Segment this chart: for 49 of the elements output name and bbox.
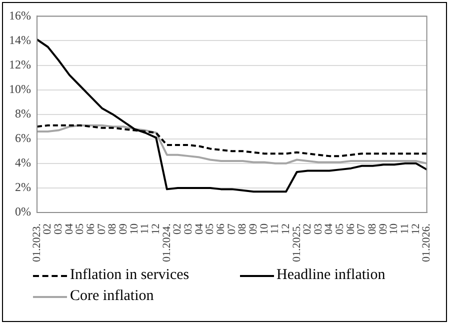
x-tick-label: 12 (280, 224, 292, 234)
x-tick-label: 01.2023. (30, 223, 43, 262)
x-tick-label: 12 (150, 224, 162, 234)
x-tick-label: 11 (139, 224, 152, 234)
x-tick-label: 02 (172, 224, 184, 234)
x-tick-label: 04 (63, 223, 76, 234)
x-tick-label: 03 (52, 223, 65, 234)
x-tick-label: 01.2024. (160, 223, 173, 262)
legend-label: Core inflation (70, 288, 154, 305)
x-tick-label: 09 (118, 223, 130, 234)
y-tick-label: 12% (8, 57, 31, 72)
x-tick-label: 06 (85, 223, 98, 234)
y-tick-label: 14% (8, 32, 31, 47)
y-tick-label: 0% (14, 204, 31, 219)
x-tick-label: 06 (344, 223, 357, 234)
x-tick-label: 11 (269, 224, 282, 234)
x-tick-label: 05 (74, 223, 86, 234)
y-tick-label: 16% (8, 8, 31, 22)
x-tick-label: 08 (236, 223, 249, 234)
x-tick-label: 04 (193, 223, 206, 234)
x-tick-label: 04 (323, 223, 336, 234)
legend-label: Inflation in services (70, 267, 190, 284)
y-tick-label: 8% (14, 106, 31, 121)
x-tick-label: 12 (410, 224, 422, 234)
x-tick-label: 03 (312, 223, 324, 234)
x-tick-label: 07 (226, 223, 238, 234)
x-tick-label: 07 (356, 223, 368, 234)
legend-label: Headline inflation (276, 267, 386, 284)
x-tick-label: 03 (182, 223, 194, 234)
x-tick-label: 10 (128, 223, 140, 234)
y-tick-label: 4% (14, 156, 31, 170)
x-tick-label: 02 (302, 224, 314, 234)
x-tick-label: 08 (366, 223, 379, 234)
y-tick-label: 2% (14, 180, 31, 194)
x-tick-label: 09 (377, 223, 390, 234)
x-tick-label: 06 (214, 223, 227, 234)
x-tick-label: 10 (258, 223, 270, 234)
x-tick-label: 05 (334, 223, 346, 234)
y-tick-label: 6% (14, 131, 31, 146)
x-tick-label: 08 (106, 223, 119, 234)
x-tick-label: 01.2025. (290, 223, 303, 262)
x-tick-label: 09 (247, 223, 260, 234)
x-tick-label: 02 (42, 224, 54, 234)
x-tick-label: 07 (96, 223, 108, 234)
x-tick-label: 11 (399, 224, 412, 234)
y-tick-label: 10% (8, 82, 31, 96)
x-tick-label: 01.2026. (420, 223, 433, 262)
x-tick-label: 10 (388, 223, 400, 234)
x-tick-label: 05 (204, 223, 216, 234)
